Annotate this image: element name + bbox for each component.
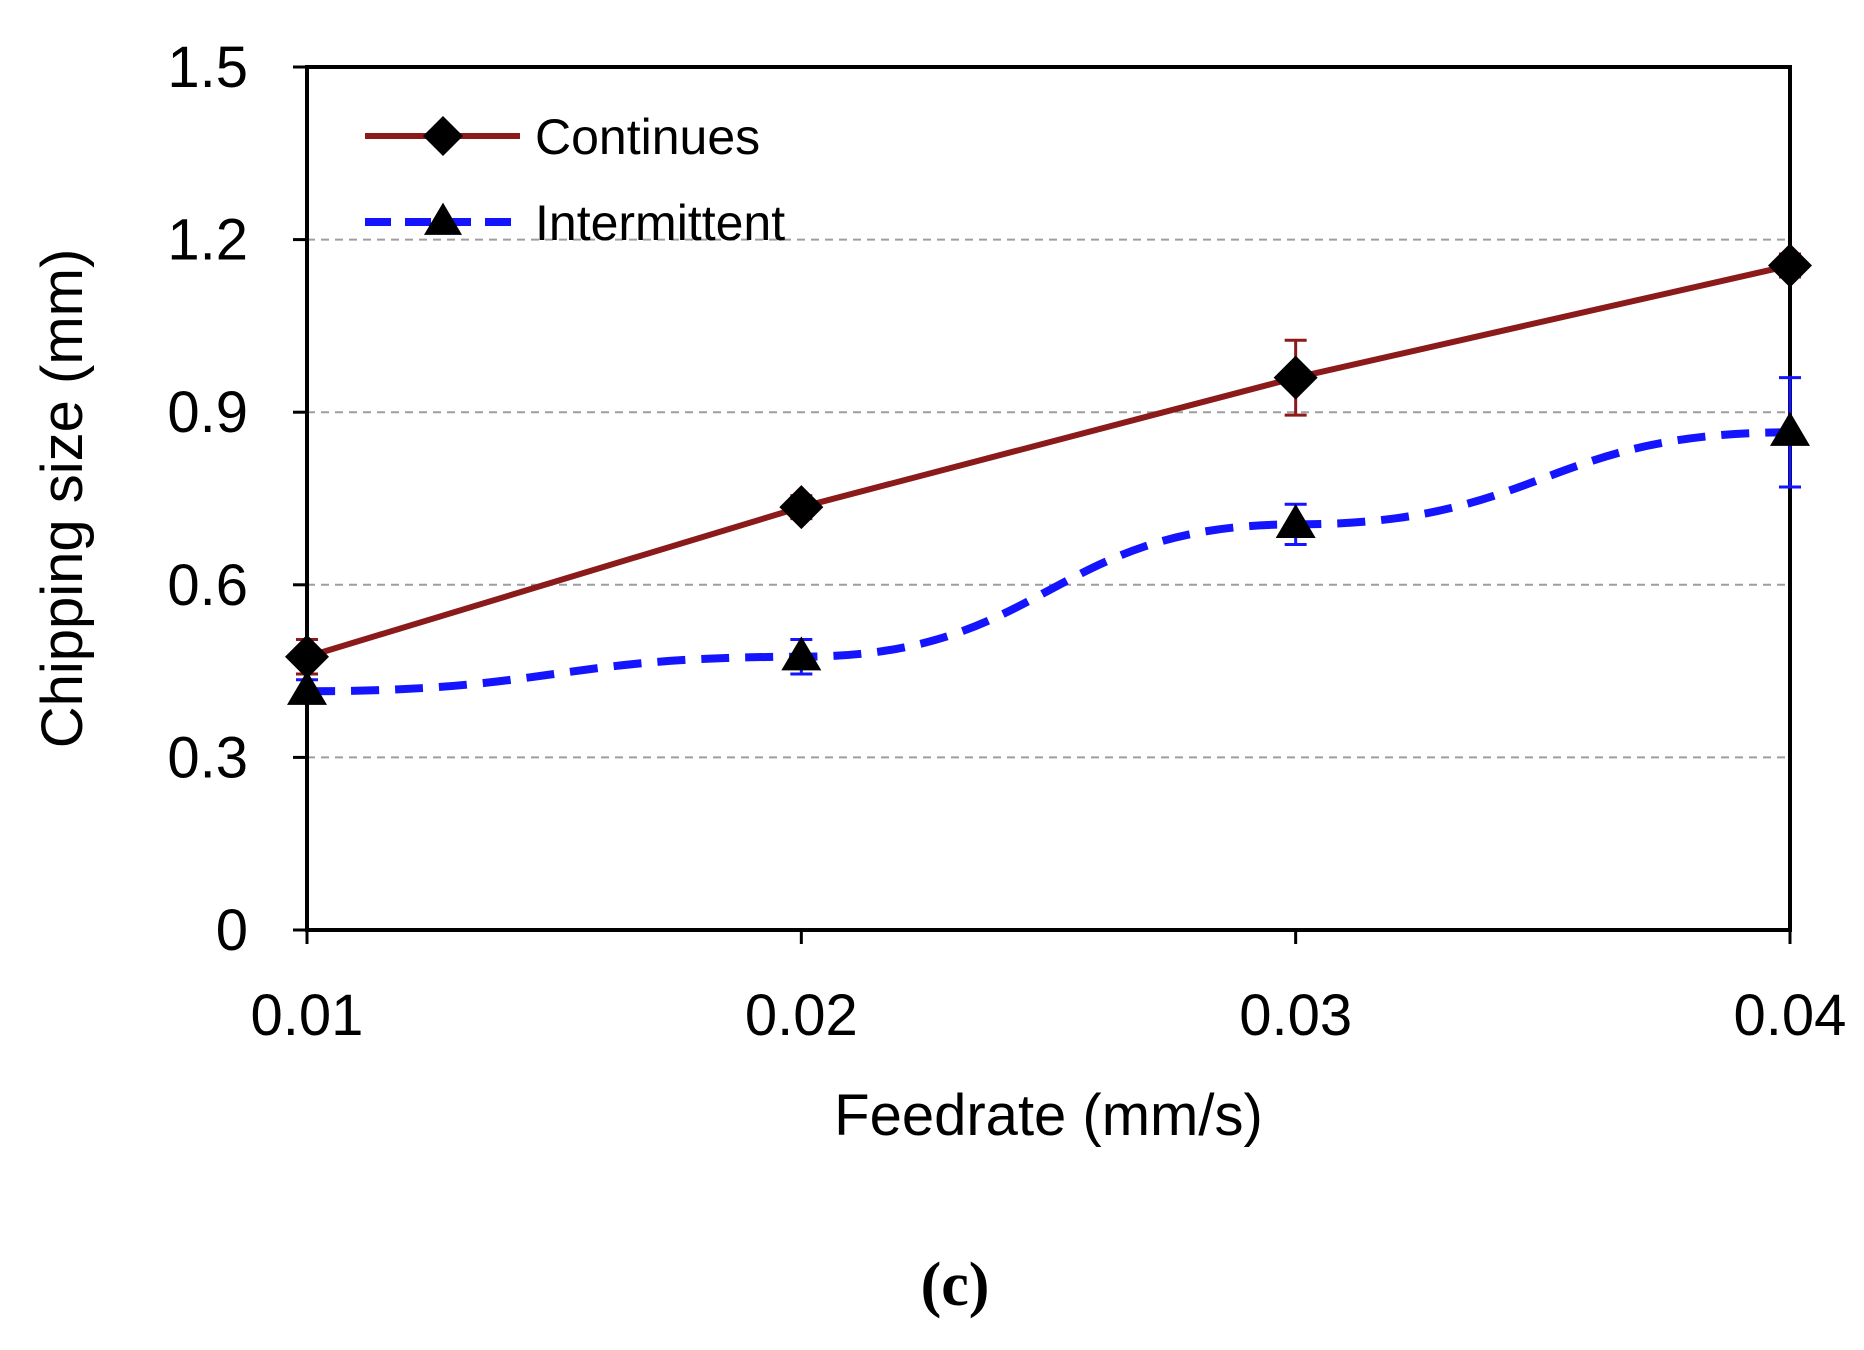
y-tick-label-3: 0.9 (167, 380, 248, 445)
x-tick-label-0: 0.01 (251, 983, 364, 1048)
data-point-intermittent-3 (1770, 411, 1810, 446)
data-point-intermittent-0 (287, 670, 327, 705)
y-tick-label-5: 1.5 (167, 35, 248, 100)
data-point-intermittent-2 (1275, 503, 1316, 538)
x-tick-label-1: 0.02 (745, 983, 858, 1048)
series-continues (285, 243, 1812, 679)
legend-marker-continues (423, 116, 463, 156)
axis-ticks: 0 0.3 0.6 0.9 1.2 1.5 0.01 0.02 0.03 0.04 (167, 35, 1846, 1048)
panel-label: (c) (921, 1251, 990, 1319)
series-layer (285, 243, 1812, 705)
data-point-intermittent-1 (781, 636, 822, 671)
y-tick-label-1: 0.3 (167, 725, 248, 790)
gridlines (307, 238, 1790, 759)
x-tick-label-2: 0.03 (1239, 983, 1352, 1048)
legend: Continues Intermittent (365, 109, 785, 251)
legend-item-continues: Continues (365, 109, 760, 165)
legend-item-intermittent: Intermittent (365, 195, 785, 251)
y-tick-label-4: 1.2 (167, 208, 248, 273)
y-tick-label-2: 0.6 (167, 553, 248, 618)
plot-frame (305, 65, 1792, 932)
x-axis-title: Feedrate (mm/s) (834, 1083, 1263, 1148)
data-point-continues-3 (1768, 243, 1812, 288)
legend-marker-intermittent (424, 202, 462, 235)
data-point-continues-1 (779, 485, 824, 530)
legend-label-intermittent: Intermittent (535, 195, 785, 251)
series-line-continues (306, 262, 1791, 660)
series-intermittent (287, 376, 1810, 705)
y-axis-title: Chipping size (mm) (30, 249, 95, 749)
series-line-intermittent (306, 428, 1791, 696)
data-point-continues-2 (1273, 355, 1318, 400)
x-tick-label-3: 0.04 (1734, 983, 1847, 1048)
legend-label-continues: Continues (535, 109, 760, 165)
data-point-continues-0 (285, 634, 329, 679)
y-tick-label-0: 0 (216, 898, 248, 963)
